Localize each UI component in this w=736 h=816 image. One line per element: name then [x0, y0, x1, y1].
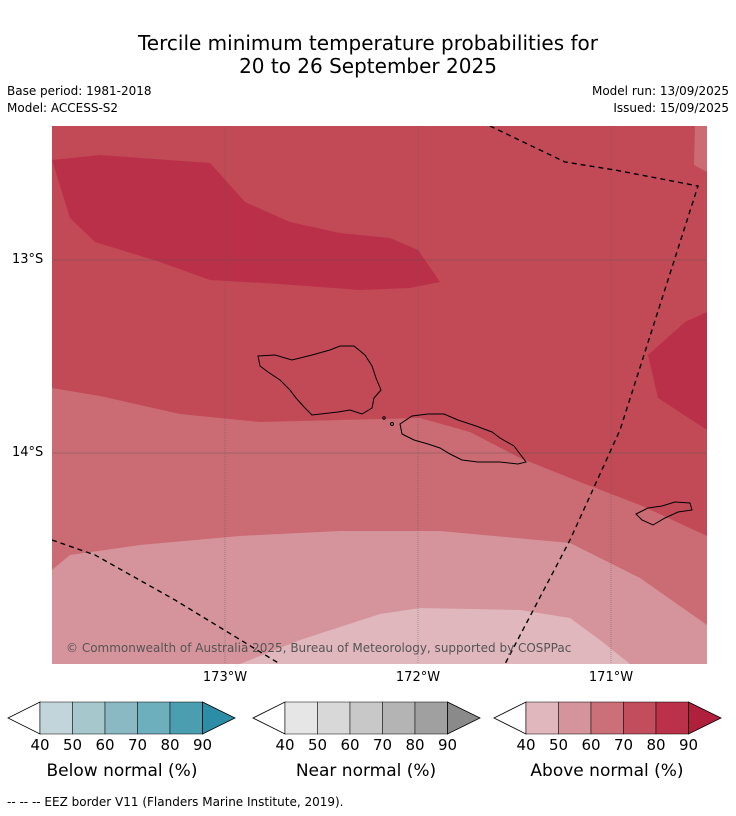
cbar-below-tick: 60	[95, 736, 115, 754]
cbar-below-tick: 40	[30, 736, 50, 754]
eez-footnote: -- -- -- EEZ border V11 (Flanders Marine…	[7, 795, 344, 809]
colorbar-above	[493, 701, 722, 735]
cbar-below-tick: 70	[127, 736, 148, 754]
zone-80-90-right	[648, 312, 707, 430]
lon-label-173w: 173°W	[202, 670, 248, 685]
base-period: Base period: 1981-2018	[7, 84, 152, 98]
zone-80-90-top-left	[52, 155, 440, 290]
islands	[257, 345, 693, 526]
cbar-near-seg-3	[382, 701, 416, 735]
lon-label-171w: 171°W	[588, 670, 634, 685]
colorbar-below	[7, 701, 236, 735]
cbar-above-tick: 70	[613, 736, 634, 754]
model-name: Model: ACCESS-S2	[7, 101, 119, 115]
cbar-near-seg-4	[414, 701, 448, 735]
cbar-above-seg-4	[655, 701, 689, 735]
cbar-above-tick: 60	[581, 736, 601, 754]
cbar-below-tick: 50	[62, 736, 83, 754]
cbar-near-tick: 60	[340, 736, 360, 754]
lat-label-13s: 13°S	[12, 252, 44, 267]
cbar-near-tick: 80	[405, 736, 425, 754]
zone-60-70-top-right	[694, 126, 707, 172]
cbar-above-tick: 40	[516, 736, 536, 754]
islet	[382, 416, 386, 420]
cbar-above-tick: 50	[548, 736, 569, 754]
savaii-island	[257, 345, 382, 416]
colorbar-near	[252, 701, 481, 735]
islet	[390, 422, 394, 426]
cbar-below-seg-3	[137, 701, 171, 735]
cbar-above-label: Above normal (%)	[530, 761, 684, 781]
cbar-below-tick: 80	[160, 736, 180, 754]
cbar-below-label: Below normal (%)	[46, 761, 198, 781]
tutuila-island	[635, 501, 693, 526]
cbar-below-seg-4	[169, 701, 203, 735]
lon-label-172w: 172°W	[395, 670, 441, 685]
cbar-above-seg-1	[558, 701, 592, 735]
metadata-left: Base period: 1981-2018 Model: ACCESS-S2	[7, 83, 152, 117]
eez-borders	[52, 126, 699, 664]
chart-title-line1: Tercile minimum temperature probabilitie…	[137, 31, 599, 55]
cbar-above-seg-0	[525, 701, 559, 735]
cbar-near-seg-0	[284, 701, 318, 735]
cbar-below-seg-0	[39, 701, 73, 735]
cbar-above-tick: 80	[646, 736, 666, 754]
cbar-near-tick: 40	[275, 736, 295, 754]
cbar-near-tick: 90	[437, 736, 458, 754]
cbar-above-seg-2	[590, 701, 624, 735]
chart-title-line2: 20 to 26 September 2025	[239, 54, 497, 78]
cbar-below-seg-1	[72, 701, 106, 735]
cbar-near-seg-1	[317, 701, 351, 735]
cbar-below-tick: 90	[192, 736, 213, 754]
cbar-near-label: Near normal (%)	[295, 761, 437, 781]
zone-40-50	[240, 608, 630, 664]
probability-field	[52, 126, 707, 664]
cbar-above-seg-3	[623, 701, 657, 735]
cbar-below-seg-2	[104, 701, 138, 735]
lat-label-14s: 14°S	[12, 445, 44, 460]
colorbars	[7, 701, 722, 735]
metadata-right: Model run: 13/09/2025 Issued: 15/09/2025	[592, 83, 729, 117]
upolu-island	[399, 413, 527, 465]
model-run: Model run: 13/09/2025	[591, 84, 729, 98]
cbar-near-seg-2	[349, 701, 383, 735]
copyright-notice: © Commonwealth of Australia 2025, Bureau…	[66, 641, 572, 655]
cbar-near-tick: 50	[307, 736, 328, 754]
issued-date: Issued: 15/09/2025	[613, 101, 729, 115]
cbar-near-tick: 70	[372, 736, 393, 754]
cbar-above-tick: 90	[678, 736, 699, 754]
gridlines	[52, 126, 707, 664]
